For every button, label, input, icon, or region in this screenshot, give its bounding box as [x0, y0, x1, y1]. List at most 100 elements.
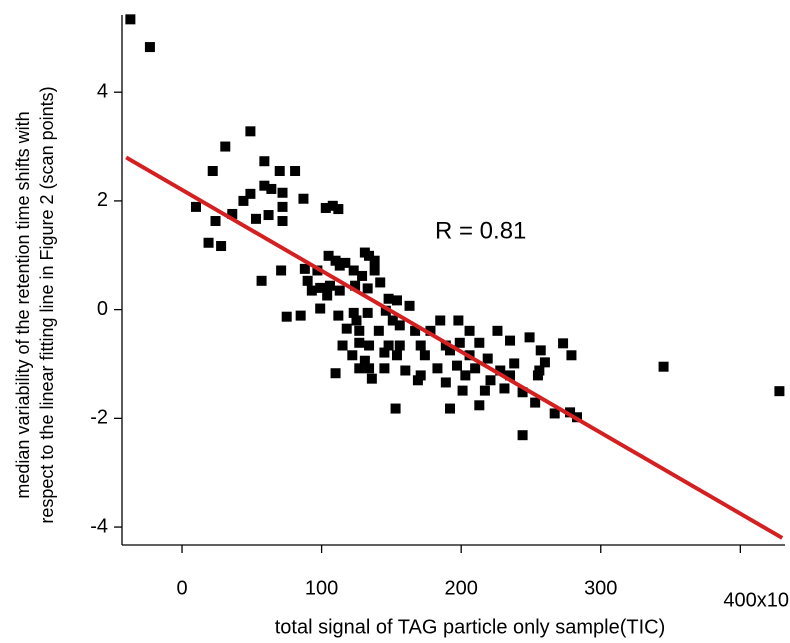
scatter-point	[290, 166, 301, 177]
scatter-point	[315, 282, 326, 293]
scatter-point	[451, 360, 462, 371]
scatter-point	[302, 275, 313, 286]
annotation: R = 0.81	[435, 217, 526, 244]
scatter-point	[276, 265, 287, 276]
scatter-point	[337, 340, 348, 351]
scatter-point	[266, 183, 277, 194]
scatter-point	[474, 400, 485, 411]
scatter-point	[453, 315, 464, 326]
scatter-point	[263, 210, 274, 221]
scatter-point	[144, 42, 155, 53]
scatter-point	[210, 216, 221, 227]
scatter-point	[394, 320, 405, 331]
scatter-point	[390, 403, 401, 414]
x-tick-label: 200	[444, 577, 477, 599]
y-axis-label: median variability of the retention time…	[13, 111, 33, 498]
scatter-point	[295, 310, 306, 321]
scatter-point	[379, 363, 390, 374]
scatter-point	[369, 255, 380, 266]
scatter-point	[364, 250, 375, 261]
scatter-point	[479, 385, 490, 396]
scatter-point	[203, 237, 214, 248]
scatter-point	[404, 300, 415, 311]
x-tick-label: 300	[584, 577, 617, 599]
scatter-point	[379, 347, 390, 358]
scatter-point	[566, 350, 577, 361]
scatter-point	[299, 263, 310, 274]
scatter-point	[391, 350, 402, 361]
scatter-point	[354, 325, 365, 336]
x-tick-label: 0	[176, 577, 187, 599]
scatter-point	[359, 355, 370, 366]
scatter-point	[470, 363, 481, 374]
scatter-point	[464, 325, 475, 336]
scatter-point	[238, 195, 249, 206]
scatter-point	[474, 337, 485, 348]
scatter-point	[333, 204, 344, 215]
scatter-point	[306, 285, 317, 296]
scatter-point	[245, 126, 256, 137]
scatter-point	[341, 323, 352, 334]
scatter-point	[281, 311, 292, 322]
scatter-point	[373, 325, 384, 336]
scatter-point	[277, 187, 288, 198]
y-tick-label: 4	[97, 80, 108, 102]
scatter-point	[256, 275, 267, 286]
scatter-point	[245, 188, 256, 199]
scatter-point	[505, 335, 516, 346]
scatter-point	[383, 340, 394, 351]
scatter-point	[482, 353, 493, 364]
scatter-point	[327, 200, 338, 211]
x-tick-label: 400x10⁶	[723, 589, 790, 611]
scatter-point	[348, 307, 359, 318]
scatter-point	[364, 340, 375, 351]
fit-line	[125, 155, 784, 540]
scatter-point	[274, 166, 285, 177]
scatter-point	[322, 290, 333, 301]
scatter-point	[394, 340, 405, 351]
scatter-point	[530, 397, 541, 408]
x-axis-label: total signal of TAG particle only sample…	[275, 616, 666, 638]
scatter-point	[357, 270, 368, 281]
scatter-point	[250, 213, 261, 224]
scatter-point	[380, 305, 391, 316]
scatter-point	[227, 208, 238, 219]
scatter-point	[509, 358, 520, 369]
scatter-point	[565, 407, 576, 418]
scatter-point	[207, 166, 218, 177]
scatter-point	[412, 375, 423, 386]
scatter-point	[410, 325, 421, 336]
scatter-point	[298, 193, 309, 204]
x-tick-label: 100	[305, 577, 338, 599]
scatter-point	[539, 357, 550, 368]
scatter-point	[375, 277, 386, 288]
scatter-point	[492, 325, 503, 336]
scatter-point	[259, 156, 270, 167]
scatter-point	[277, 216, 288, 227]
scatter-point	[366, 373, 377, 384]
y-axis-label: respect to the linear fitting line in Fi…	[37, 86, 57, 523]
y-tick-label: 0	[97, 298, 108, 320]
scatter-point	[435, 315, 446, 326]
scatter-point	[558, 338, 569, 349]
scatter-point	[315, 303, 326, 314]
scatter-point	[774, 386, 785, 397]
scatter-point	[220, 141, 231, 152]
scatter-point	[364, 363, 375, 374]
scatter-point	[320, 202, 331, 213]
scatter-point	[387, 315, 398, 326]
scatter-point	[354, 337, 365, 348]
scatter-point	[658, 361, 669, 372]
y-tick-label: 2	[97, 189, 108, 211]
scatter-point	[324, 280, 335, 291]
scatter-point	[432, 363, 443, 374]
scatter-point	[340, 257, 351, 268]
scatter-point	[445, 345, 456, 356]
scatter-point	[334, 285, 345, 296]
scatter-point	[532, 370, 543, 381]
scatter-point	[457, 385, 468, 396]
scatter-point	[445, 403, 456, 414]
y-tick-label: -2	[90, 407, 108, 429]
scatter-point	[323, 250, 334, 261]
